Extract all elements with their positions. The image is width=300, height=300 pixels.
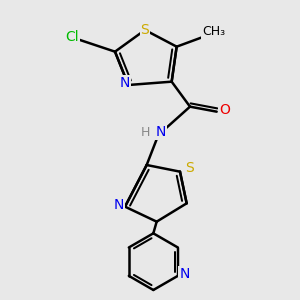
Text: N: N	[114, 198, 124, 212]
Text: O: O	[220, 103, 230, 117]
Text: N: N	[179, 267, 190, 281]
Text: S: S	[185, 161, 194, 175]
Text: N: N	[156, 125, 166, 139]
Text: CH₃: CH₃	[202, 25, 225, 38]
Text: H: H	[141, 126, 150, 139]
Text: N: N	[120, 76, 130, 90]
Text: S: S	[141, 23, 149, 37]
Text: Cl: Cl	[65, 30, 79, 44]
